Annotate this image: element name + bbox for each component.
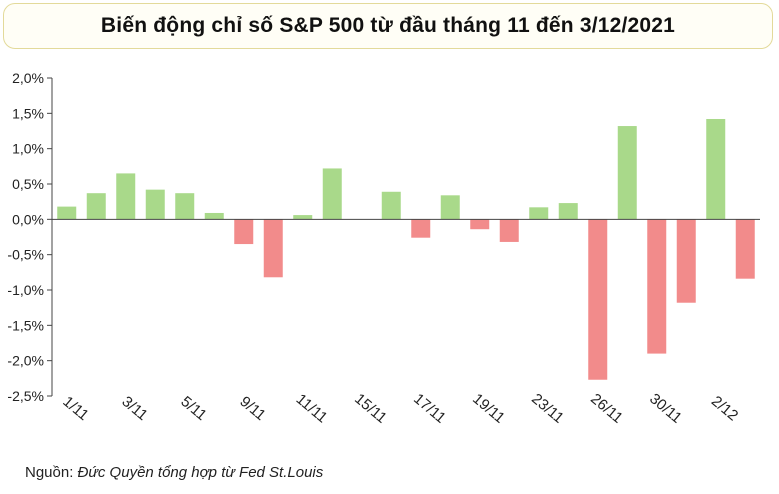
bar — [263, 219, 283, 278]
x-tick-label: 1/11 — [59, 393, 91, 424]
y-tick-label: 0,0% — [12, 211, 44, 227]
y-tick-label: -1,0% — [7, 282, 44, 298]
x-tick-label: 11/11 — [293, 391, 331, 427]
bar — [558, 203, 578, 220]
chart-title-box: Biến động chỉ số S&P 500 từ đầu tháng 11… — [3, 3, 773, 49]
x-tick-label: 26/11 — [587, 390, 626, 426]
bar — [676, 219, 696, 303]
chart-title: Biến động chỉ số S&P 500 từ đầu tháng 11… — [100, 14, 676, 37]
bar — [381, 191, 401, 220]
source-label: Nguồn: — [25, 464, 74, 481]
bar — [293, 215, 313, 220]
source-value: Đức Quyền tổng hợp từ Fed St.Louis — [77, 464, 324, 481]
bar — [470, 219, 490, 230]
y-tick-label: 2,0% — [12, 70, 44, 86]
source-note: Nguồn: Đức Quyền tổng hợp từ Fed St.Loui… — [25, 464, 323, 481]
bar — [499, 219, 519, 242]
bar — [735, 219, 755, 279]
bar — [57, 206, 77, 220]
bar — [145, 189, 165, 220]
bar — [617, 126, 637, 220]
bar — [706, 118, 726, 220]
bar — [440, 195, 460, 220]
x-tick-label: 15/11 — [351, 390, 390, 426]
y-tick-label: -0,5% — [7, 247, 44, 263]
bar — [234, 219, 254, 245]
bar — [647, 219, 667, 354]
x-tick-label: 30/11 — [646, 390, 685, 426]
y-tick-label: 1,0% — [12, 141, 44, 157]
x-tick-label: 19/11 — [469, 390, 508, 426]
y-tick-label: -1,5% — [7, 317, 44, 333]
x-tick-label: 17/11 — [410, 390, 449, 426]
bar — [529, 207, 549, 220]
y-tick-label: 0,5% — [12, 176, 44, 192]
bar — [411, 219, 431, 238]
bar — [322, 168, 342, 220]
bar — [116, 173, 136, 220]
bar — [86, 193, 106, 220]
x-tick-label: 23/11 — [528, 390, 567, 426]
y-tick-label: -2,0% — [7, 353, 44, 369]
x-tick-label: 2/12 — [708, 393, 741, 425]
bar — [204, 212, 224, 220]
y-tick-label: -2,5% — [7, 388, 44, 404]
x-tick-label: 3/11 — [118, 393, 150, 424]
y-tick-label: 1,5% — [12, 105, 44, 121]
bar — [175, 193, 195, 220]
x-tick-label: 5/11 — [177, 393, 209, 424]
x-tick-label: 9/11 — [236, 393, 268, 424]
bar — [588, 219, 608, 380]
